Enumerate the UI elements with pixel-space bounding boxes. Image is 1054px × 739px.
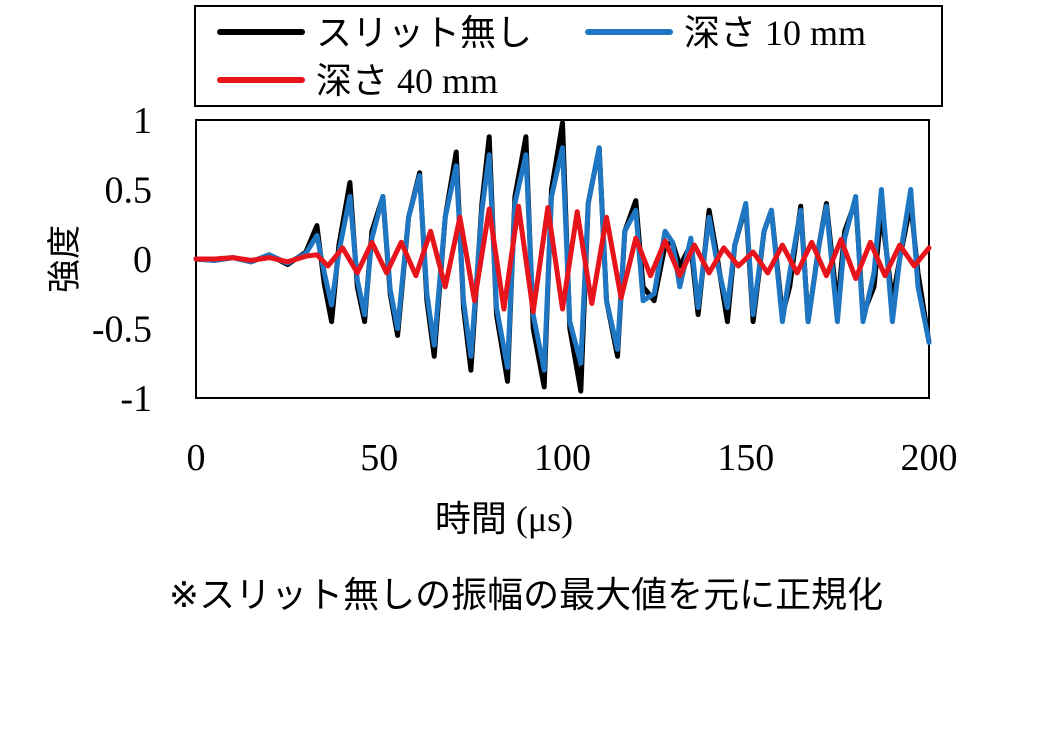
legend-entry-1: 深さ 10 mm (585, 13, 866, 53)
series-layer (193, 120, 932, 394)
legend-label-1: 深さ 10 mm (684, 13, 866, 53)
legend-box (194, 5, 943, 107)
x-tick-labels: 0 50 100 150 200 (187, 437, 958, 479)
x-axis-title: 時間 (μs) (435, 499, 573, 539)
legend-entry-0: スリット無し (217, 13, 532, 54)
y-tick-label: 1 (133, 100, 152, 142)
x-tick-label: 100 (534, 437, 591, 479)
y-axis-title: 強度 (45, 225, 85, 293)
x-tick-label: 0 (187, 437, 206, 479)
y-tick-labels: 1 0.5 0 -0.5 -1 (92, 100, 152, 420)
x-tick-label: 150 (717, 437, 774, 479)
normalization-note: ※スリット無しの振幅の最大値を元に正規化 (169, 575, 883, 616)
legend: スリット無し 深さ 10 mm 深さ 40 mm (194, 5, 943, 107)
legend-label-2: 深さ 40 mm (316, 61, 498, 101)
legend-entry-2: 深さ 40 mm (217, 61, 498, 101)
legend-label-0: スリット無し (316, 13, 532, 54)
y-tick-label: 0.5 (105, 170, 153, 212)
x-tick-label: 50 (360, 437, 398, 479)
y-tick-label: -0.5 (92, 309, 152, 351)
x-tick-label: 200 (901, 437, 958, 479)
y-tick-label: 0 (133, 239, 152, 281)
series-line-1 (193, 145, 932, 373)
y-tick-label: -1 (120, 378, 152, 420)
series-line-2 (193, 203, 932, 315)
